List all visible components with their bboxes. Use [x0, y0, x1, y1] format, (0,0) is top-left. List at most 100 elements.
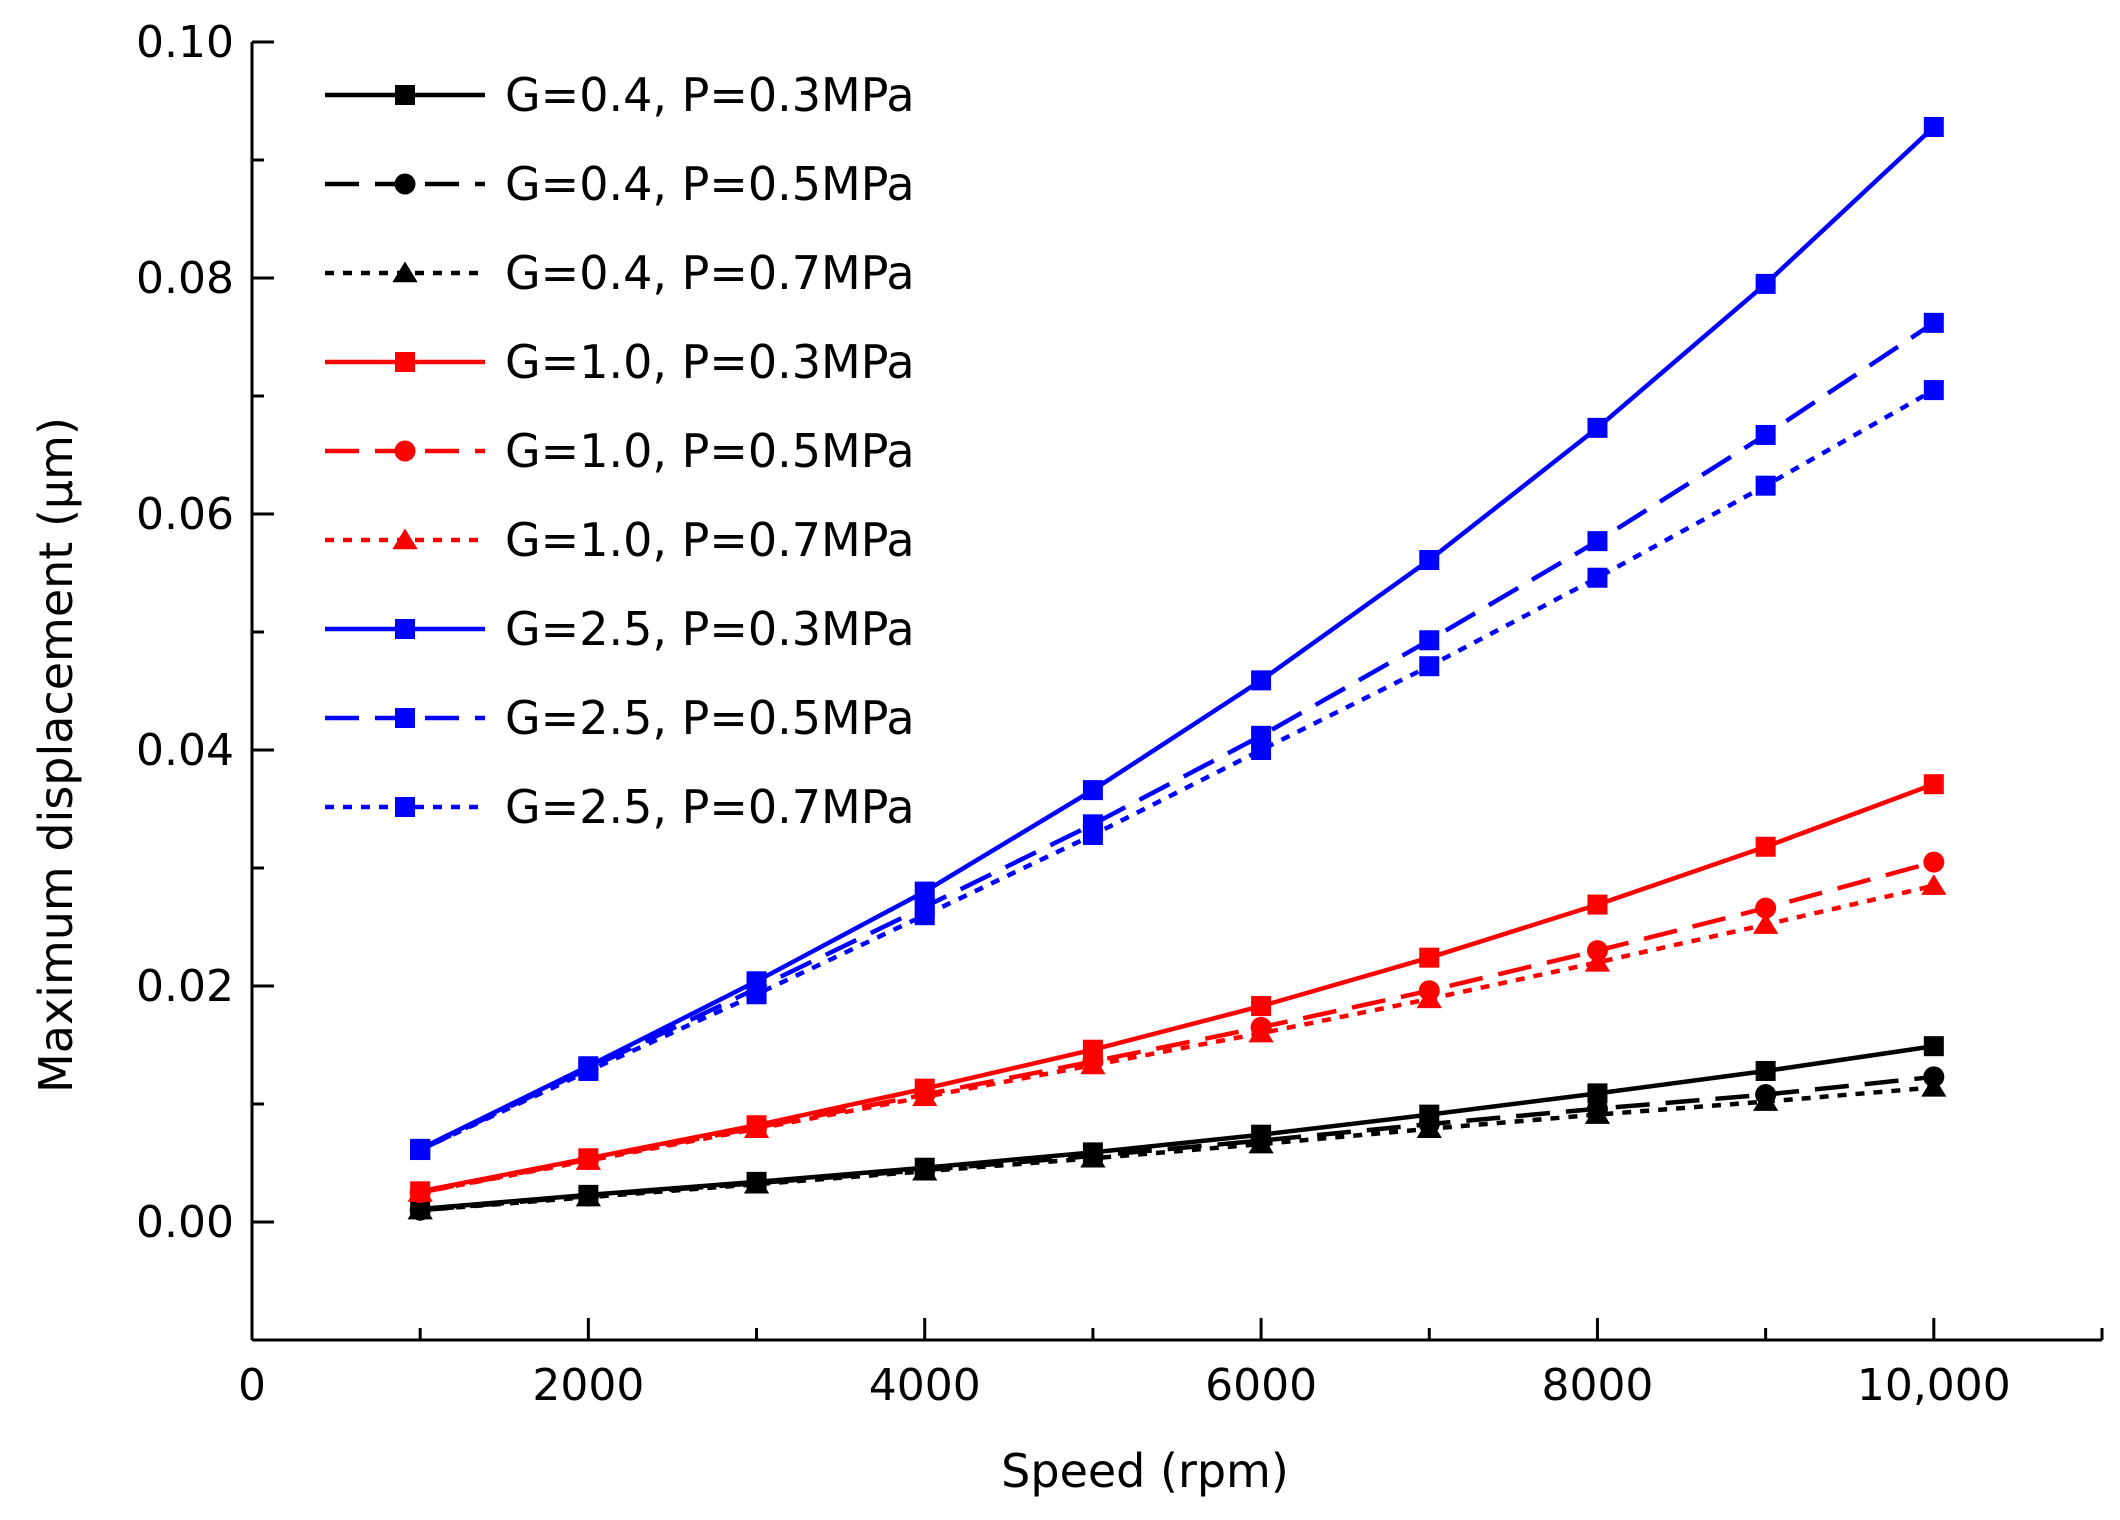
legend-label: G=2.5, P=0.7MPa — [505, 780, 915, 834]
data-point — [1587, 894, 1608, 915]
y-tick-label: 0.06 — [136, 489, 234, 540]
legend-marker — [395, 708, 415, 728]
data-point — [410, 1140, 431, 1161]
data-point — [1755, 273, 1776, 294]
data-point — [1752, 913, 1779, 934]
data-point — [1923, 1036, 1944, 1057]
data-point — [1586, 940, 1608, 962]
data-point — [1587, 417, 1608, 438]
data-point — [1584, 1103, 1611, 1124]
legend-item: G=1.0, P=0.7MPa — [325, 513, 915, 567]
x-tick-label: 4000 — [869, 1360, 981, 1411]
data-point — [1419, 550, 1440, 571]
data-point — [914, 881, 935, 902]
series-3 — [407, 1075, 1947, 1220]
x-axis-title: Speed (rpm) — [1001, 1444, 1289, 1498]
data-point — [1251, 996, 1272, 1017]
data-point — [1755, 475, 1776, 496]
legend-marker — [394, 440, 416, 462]
data-point — [575, 1185, 602, 1207]
series-line — [419, 388, 1935, 1153]
x-tick-label: 0 — [238, 1360, 266, 1411]
legend-item: G=0.4, P=0.5MPa — [325, 157, 915, 211]
data-point — [1755, 424, 1776, 445]
data-point — [1755, 836, 1776, 857]
legend-label: G=1.0, P=0.5MPa — [505, 424, 915, 478]
data-point — [407, 1198, 433, 1220]
data-point — [1416, 1117, 1442, 1138]
data-point — [407, 1181, 433, 1202]
data-point — [743, 1172, 770, 1194]
legend-label: G=1.0, P=0.3MPa — [505, 335, 915, 389]
data-point — [1923, 851, 1945, 873]
data-point — [1419, 947, 1440, 968]
legend-marker — [392, 528, 418, 550]
legend-label: G=0.4, P=0.3MPa — [505, 68, 915, 122]
data-point — [1923, 774, 1944, 795]
x-tick-label: 8000 — [1541, 1360, 1653, 1411]
legend-item: G=2.5, P=0.3MPa — [325, 602, 915, 656]
legend-marker — [394, 173, 416, 195]
legend-item: G=2.5, P=0.5MPa — [325, 691, 915, 745]
y-tick-label: 0.08 — [136, 253, 234, 304]
series-line — [420, 1085, 1934, 1213]
legend-label: G=0.4, P=0.5MPa — [505, 157, 915, 211]
legend-item: G=2.5, P=0.7MPa — [325, 780, 915, 834]
y-tick-label: 0.04 — [136, 725, 234, 776]
data-point — [1752, 1090, 1779, 1111]
series-line — [420, 1043, 1935, 1212]
data-point — [1923, 380, 1944, 401]
data-point — [1248, 1021, 1274, 1043]
legend-marker — [395, 352, 415, 372]
data-point — [575, 1149, 602, 1170]
y-tick-label: 0.00 — [136, 1197, 234, 1248]
legend-item: G=1.0, P=0.5MPa — [325, 424, 915, 478]
legend-label: G=0.4, P=0.7MPa — [505, 246, 915, 300]
x-tick-label: 6000 — [1205, 1360, 1317, 1411]
data-point — [1251, 670, 1272, 691]
y-axis-title: Maximum displacement (μm) — [29, 417, 83, 1093]
legend: G=0.4, P=0.3MPa G=0.4, P=0.5MPa G=0.4, P=0… — [325, 68, 915, 834]
data-point — [1587, 567, 1608, 588]
series-line — [419, 883, 1935, 1195]
series-layer — [407, 116, 1947, 1221]
data-point — [1416, 987, 1442, 1009]
data-point — [914, 905, 935, 926]
data-point — [1587, 1083, 1608, 1104]
data-point — [1584, 950, 1611, 972]
series-line — [419, 125, 1936, 1151]
data-point — [746, 984, 767, 1005]
series-line — [419, 320, 1936, 1153]
data-point — [1419, 656, 1440, 677]
legend-label: G=1.0, P=0.7MPa — [505, 513, 915, 567]
data-point — [1082, 824, 1103, 845]
series-6 — [407, 874, 1947, 1202]
series-line — [419, 782, 1935, 1194]
data-point — [743, 1117, 770, 1138]
data-point — [912, 1085, 938, 1107]
data-point — [1080, 1146, 1106, 1168]
data-point — [1755, 897, 1777, 919]
data-point — [1082, 780, 1103, 801]
legend-marker — [395, 797, 415, 817]
legend-item: G=1.0, P=0.3MPa — [325, 335, 915, 389]
data-point — [1921, 1075, 1947, 1097]
axes-layer: 0.00 0.02 0.04 0.06 0.08 0.10 0 2000 4000 6000 800… — [136, 17, 2104, 1411]
data-point — [1755, 1060, 1776, 1081]
y-tick-label: 0.02 — [136, 961, 234, 1012]
legend-item: G=0.4, P=0.3MPa — [325, 68, 915, 122]
data-point — [1248, 1132, 1274, 1154]
data-point — [1923, 116, 1944, 137]
data-point — [1587, 531, 1608, 552]
legend-label: G=2.5, P=0.5MPa — [505, 691, 915, 745]
y-tick-label: 0.10 — [136, 17, 234, 68]
legend-marker — [392, 261, 418, 283]
data-point — [1419, 630, 1440, 651]
legend-marker — [395, 619, 415, 639]
series-9 — [410, 380, 1944, 1161]
series-4 — [410, 774, 1944, 1202]
data-point — [1251, 740, 1272, 760]
legend-item: G=0.4, P=0.7MPa — [325, 246, 915, 300]
x-tick-label: 10,000 — [1857, 1360, 2011, 1411]
